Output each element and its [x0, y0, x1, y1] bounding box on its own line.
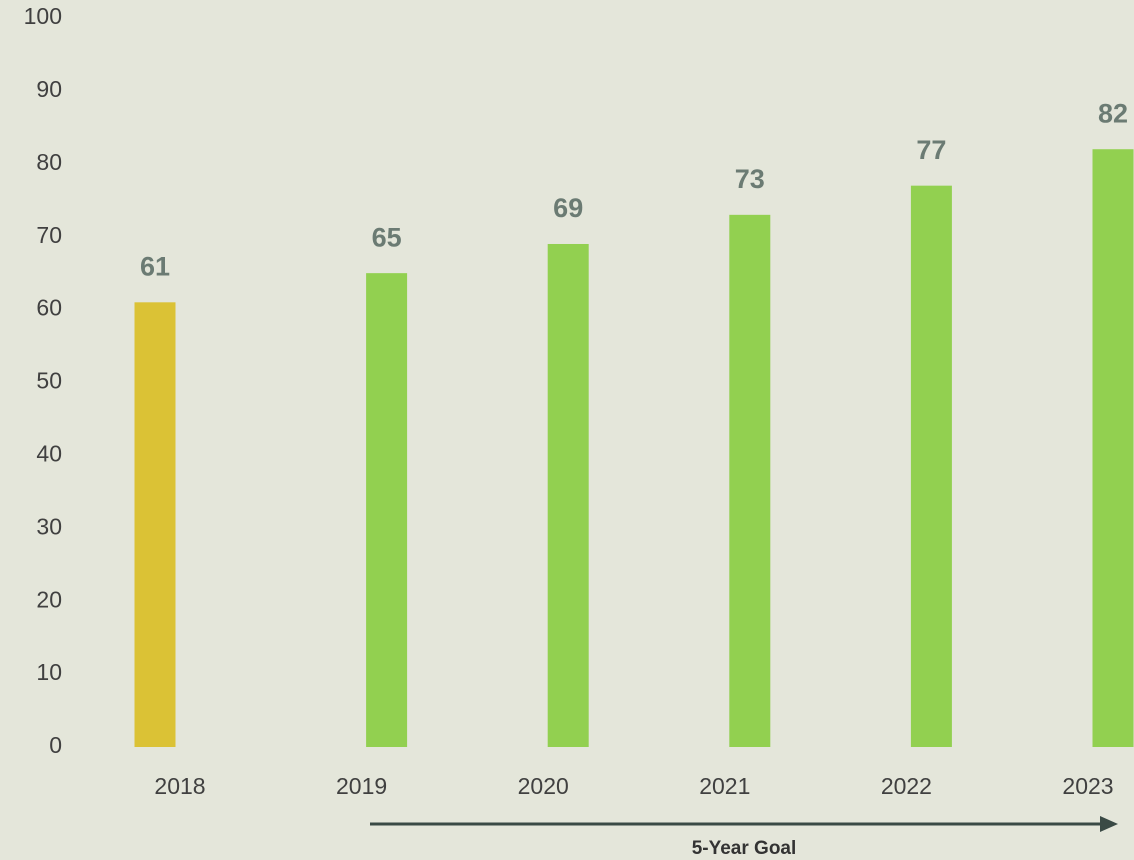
x-tick-label: 2019 [336, 773, 387, 799]
y-tick-label: 40 [36, 440, 62, 466]
y-tick-label: 70 [36, 222, 62, 248]
value-label: 61 [140, 251, 170, 281]
value-label: 65 [372, 222, 402, 252]
bar [729, 214, 771, 747]
value-label: 77 [916, 135, 946, 165]
value-label: 73 [735, 164, 765, 194]
y-tick-label: 60 [36, 295, 62, 321]
goal-arrow-head [1100, 816, 1118, 832]
x-tick-label: 2021 [699, 773, 750, 799]
y-tick-label: 0 [49, 732, 62, 758]
value-label: 82 [1098, 98, 1128, 128]
y-tick-label: 30 [36, 513, 62, 539]
bar [134, 302, 176, 747]
y-tick-label: 90 [36, 76, 62, 102]
value-label: 69 [553, 193, 583, 223]
y-tick-label: 20 [36, 586, 62, 612]
y-tick-label: 50 [36, 368, 62, 394]
y-tick-label: 10 [36, 659, 62, 685]
x-tick-label: 2023 [1062, 773, 1113, 799]
bar [1092, 149, 1134, 748]
x-tick-label: 2020 [518, 773, 569, 799]
annotation: 5-Year Goal [692, 838, 797, 859]
y-tick-label: 100 [24, 3, 62, 29]
bar [547, 243, 589, 748]
bar [910, 185, 952, 748]
y-tick-label: 80 [36, 149, 62, 175]
bar [366, 273, 408, 747]
x-tick-label: 2018 [154, 773, 205, 799]
x-tick-label: 2022 [881, 773, 932, 799]
